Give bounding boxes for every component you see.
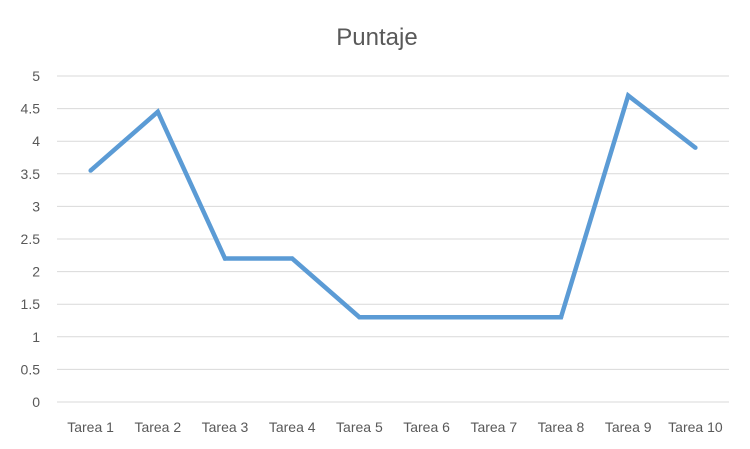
y-tick-label: 0.5 (21, 361, 41, 377)
data-point (357, 315, 362, 320)
data-point (290, 256, 295, 261)
y-tick-label: 0 (32, 394, 40, 410)
y-tick-label: 5 (32, 68, 40, 84)
series-line (89, 91, 697, 320)
chart-title: Puntaje (336, 24, 417, 51)
x-tick-label: Tarea 4 (269, 419, 316, 435)
y-tick-label: 1 (32, 329, 40, 345)
x-tick-label: Tarea 3 (202, 419, 249, 435)
y-tick-label: 2 (32, 264, 40, 280)
data-point (155, 109, 160, 115)
x-tick-label: Tarea 6 (403, 419, 450, 435)
y-tick-label: 3.5 (21, 166, 41, 182)
series-layer (88, 91, 698, 320)
y-axis-tick-labels: 0 0.5 1 1.5 2 2.5 3 3.5 4 4.5 5 (21, 68, 41, 410)
y-tick-label: 3 (32, 198, 40, 214)
y-tick-label: 4 (32, 133, 40, 149)
x-tick-label: Tarea 2 (134, 419, 181, 435)
y-tick-label: 1.5 (21, 296, 41, 312)
data-point (626, 93, 631, 98)
data-point (88, 168, 93, 173)
x-axis-tick-labels: Tarea 1 Tarea 2 Tarea 3 Tarea 4 Tarea 5 Tarea… (67, 419, 723, 435)
x-tick-label: Tarea 1 (67, 419, 114, 435)
data-point (424, 315, 429, 320)
x-tick-label: Tarea 10 (668, 419, 723, 435)
y-tick-label: 4.5 (21, 101, 41, 117)
x-tick-label: Tarea 7 (470, 419, 517, 435)
x-tick-label: Tarea 8 (538, 419, 585, 435)
data-point (558, 315, 564, 320)
y-tick-label: 2.5 (21, 231, 41, 247)
gridlines (57, 75, 729, 403)
data-point (222, 256, 228, 261)
x-tick-label: Tarea 5 (336, 419, 383, 435)
data-point (693, 145, 698, 150)
x-tick-label: Tarea 9 (605, 419, 652, 435)
data-point (491, 315, 496, 320)
